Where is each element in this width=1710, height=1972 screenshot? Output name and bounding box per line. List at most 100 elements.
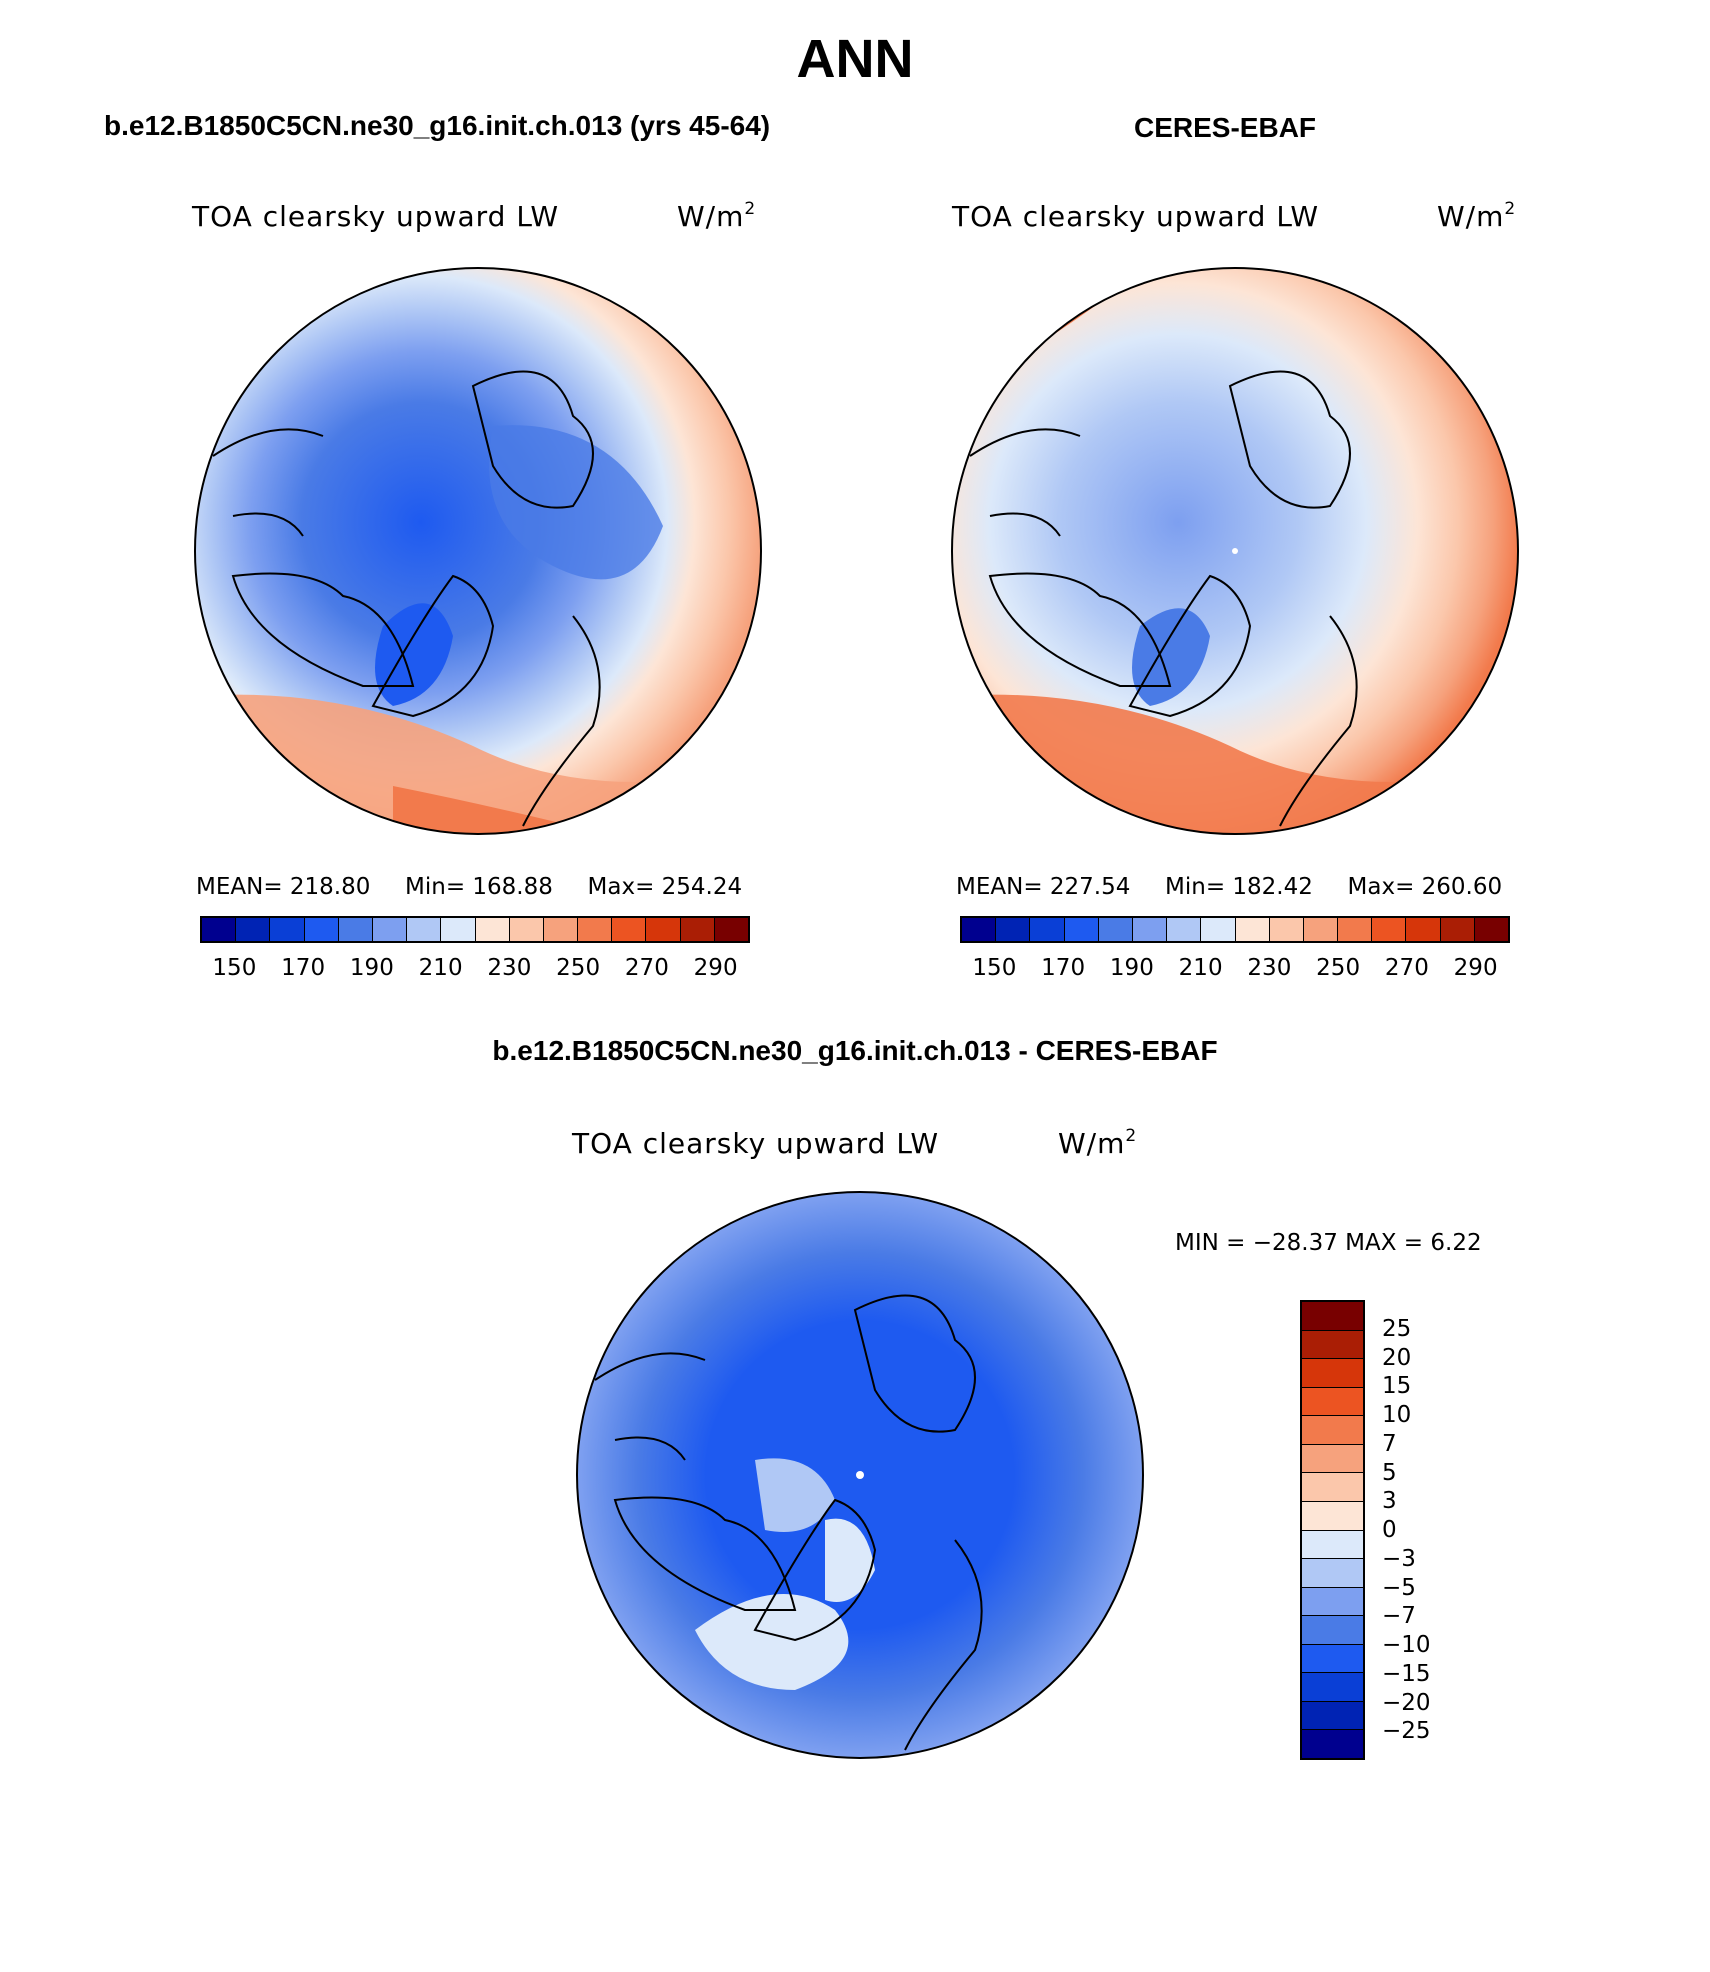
colorbar-swatch	[1440, 918, 1475, 941]
diff-variable-label: TOA clearsky upward LW	[572, 1127, 940, 1160]
colorbar-swatch	[1302, 1673, 1363, 1702]
colorbar-swatch	[962, 918, 997, 941]
colorbar-tick-label: −5	[1382, 1574, 1416, 1601]
colorbar-swatch	[1302, 1387, 1363, 1417]
colorbar-tick-label: 210	[418, 955, 463, 981]
colorbar-swatch	[1167, 918, 1202, 941]
colorbar-swatch	[236, 918, 271, 941]
diff-unit-label: W/m2	[1058, 1125, 1138, 1160]
colorbar-tick-label: −20	[1382, 1689, 1431, 1716]
obs-variable-label: TOA clearsky upward LW	[952, 200, 1320, 233]
colorbar-swatch	[1302, 1416, 1363, 1445]
colorbar-tick-label: 0	[1382, 1517, 1397, 1543]
colorbar-tick-label: 5	[1382, 1459, 1397, 1486]
diff-minmax: MIN = −28.37 MAX = 6.22	[1175, 1230, 1482, 1256]
model-mean: MEAN= 218.80	[196, 874, 371, 900]
colorbar-tick-label: 250	[1316, 955, 1361, 981]
colorbar-tick-label: −10	[1382, 1632, 1431, 1658]
colorbar-swatch	[1235, 918, 1270, 941]
colorbar-swatch	[612, 918, 647, 941]
colorbar-tick-label: −15	[1382, 1660, 1431, 1687]
colorbar-swatch	[1201, 918, 1236, 941]
colorbar-swatch	[1372, 918, 1407, 941]
colorbar-swatch	[1474, 918, 1508, 941]
colorbar-swatch	[441, 918, 476, 941]
model-unit-label: W/m2	[677, 198, 757, 233]
colorbar-tick-label: 190	[349, 955, 394, 981]
colorbar-tick-label: 190	[1109, 955, 1154, 981]
colorbar-swatch	[270, 918, 305, 941]
colorbar-swatch	[680, 918, 715, 941]
colorbar-tick-label: 25	[1382, 1315, 1412, 1342]
colorbar-swatch	[1064, 918, 1099, 941]
colorbar-tick-label: 20	[1382, 1344, 1412, 1371]
model-stats: MEAN= 218.80 Min= 168.88 Max= 254.24	[196, 874, 742, 900]
colorbar-tick-label: 230	[1247, 955, 1292, 981]
colorbar-tick-label: 150	[212, 955, 257, 981]
model-polar-map	[194, 267, 762, 835]
model-min: Min= 168.88	[405, 874, 553, 900]
diff-colorbar	[1300, 1300, 1365, 1760]
colorbar-swatch	[1302, 1701, 1363, 1731]
colorbar-swatch	[996, 918, 1031, 941]
diff-case-title: b.e12.B1850C5CN.ne30_g16.init.ch.013 - C…	[492, 1035, 1218, 1066]
obs-mean: MEAN= 227.54	[956, 874, 1131, 900]
colorbar-swatch	[1302, 1587, 1363, 1617]
obs-stats: MEAN= 227.54 Min= 182.42 Max= 260.60	[956, 874, 1502, 900]
colorbar-swatch	[646, 918, 681, 941]
colorbar-swatch	[1302, 1444, 1363, 1474]
obs-unit-label: W/m2	[1437, 198, 1517, 233]
colorbar-swatch	[1302, 1330, 1363, 1360]
colorbar-swatch	[1338, 918, 1373, 941]
colorbar-tick-label: 15	[1382, 1373, 1412, 1400]
colorbar-tick-label: −3	[1382, 1545, 1416, 1572]
colorbar-tick-label: 290	[1453, 955, 1498, 981]
colorbar-swatch	[1302, 1302, 1363, 1331]
colorbar-swatch	[1303, 918, 1339, 941]
obs-colorbar	[960, 916, 1510, 943]
model-case-title: b.e12.B1850C5CN.ne30_g16.init.ch.013 (yr…	[104, 110, 771, 141]
colorbar-tick-label: 10	[1382, 1402, 1412, 1428]
obs-max: Max= 260.60	[1347, 874, 1503, 900]
obs-polar-map	[951, 267, 1519, 835]
colorbar-tick-label: 270	[624, 955, 669, 981]
colorbar-swatch	[1098, 918, 1133, 941]
colorbar-swatch	[543, 918, 579, 941]
figure-title: ANN	[796, 29, 914, 89]
colorbar-swatch	[1302, 1616, 1363, 1645]
colorbar-tick-label: 150	[972, 955, 1017, 981]
colorbar-tick-label: 170	[1041, 955, 1086, 981]
colorbar-tick-label: 290	[693, 955, 738, 981]
obs-colorbar-ticks: 150 170 190 210 230 250 270 290	[960, 955, 1510, 985]
colorbar-tick-label: 3	[1382, 1488, 1397, 1515]
colorbar-tick-label: 230	[487, 955, 532, 981]
colorbar-swatch	[1302, 1501, 1363, 1531]
diff-colorbar-ticks: 25 20 15 10 7 5 3 0 −3 −5 −7 −10 −15 −20 −25	[1382, 1300, 1462, 1760]
obs-case-title: CERES-EBAF	[1134, 112, 1317, 143]
model-colorbar-ticks: 150 170 190 210 230 250 270 290	[200, 955, 750, 985]
colorbar-swatch	[578, 918, 613, 941]
colorbar-swatch	[1269, 918, 1304, 941]
colorbar-swatch	[1302, 1644, 1363, 1674]
colorbar-tick-label: −25	[1382, 1718, 1431, 1745]
colorbar-swatch	[714, 918, 748, 941]
colorbar-swatch	[475, 918, 510, 941]
colorbar-swatch	[1302, 1730, 1363, 1758]
colorbar-swatch	[407, 918, 442, 941]
colorbar-tick-label: 210	[1178, 955, 1223, 981]
diff-polar-map	[576, 1191, 1144, 1759]
model-colorbar	[200, 916, 750, 943]
colorbar-swatch	[338, 918, 373, 941]
colorbar-swatch	[1302, 1473, 1363, 1502]
colorbar-swatch	[304, 918, 339, 941]
colorbar-swatch	[202, 918, 237, 941]
colorbar-swatch	[1302, 1530, 1363, 1560]
colorbar-tick-label: 170	[281, 955, 326, 981]
colorbar-swatch	[372, 918, 408, 941]
colorbar-tick-label: 270	[1384, 955, 1429, 981]
colorbar-swatch	[1302, 1359, 1363, 1388]
colorbar-swatch	[1030, 918, 1065, 941]
colorbar-swatch	[1132, 918, 1168, 941]
model-max: Max= 254.24	[587, 874, 743, 900]
colorbar-tick-label: 7	[1382, 1430, 1397, 1457]
